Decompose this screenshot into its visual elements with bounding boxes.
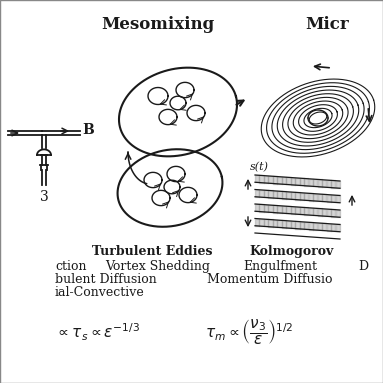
Text: 3: 3 (39, 190, 48, 204)
Text: Mesomixing: Mesomixing (101, 16, 214, 33)
Text: Vortex Shedding: Vortex Shedding (105, 260, 210, 273)
Text: D: D (358, 260, 368, 273)
Text: bulent Diffusion: bulent Diffusion (55, 273, 157, 286)
Text: ction: ction (55, 260, 87, 273)
Text: Turbulent Eddies: Turbulent Eddies (92, 245, 212, 258)
Text: Momentum Diffusio: Momentum Diffusio (207, 273, 332, 286)
Text: $\tau_m \propto \left(\dfrac{\nu_3}{\varepsilon}\right)^{1/2}$: $\tau_m \propto \left(\dfrac{\nu_3}{\var… (205, 317, 293, 347)
Text: ial-Convective: ial-Convective (55, 286, 145, 299)
Text: B: B (82, 123, 94, 137)
Text: Engulfment: Engulfment (243, 260, 317, 273)
Text: Micr: Micr (305, 16, 349, 33)
Text: s(t): s(t) (250, 162, 269, 172)
Text: Kolmogorov: Kolmogorov (250, 245, 334, 258)
Text: $\propto \tau_s \propto \varepsilon^{-1/3}$: $\propto \tau_s \propto \varepsilon^{-1/… (55, 321, 140, 343)
